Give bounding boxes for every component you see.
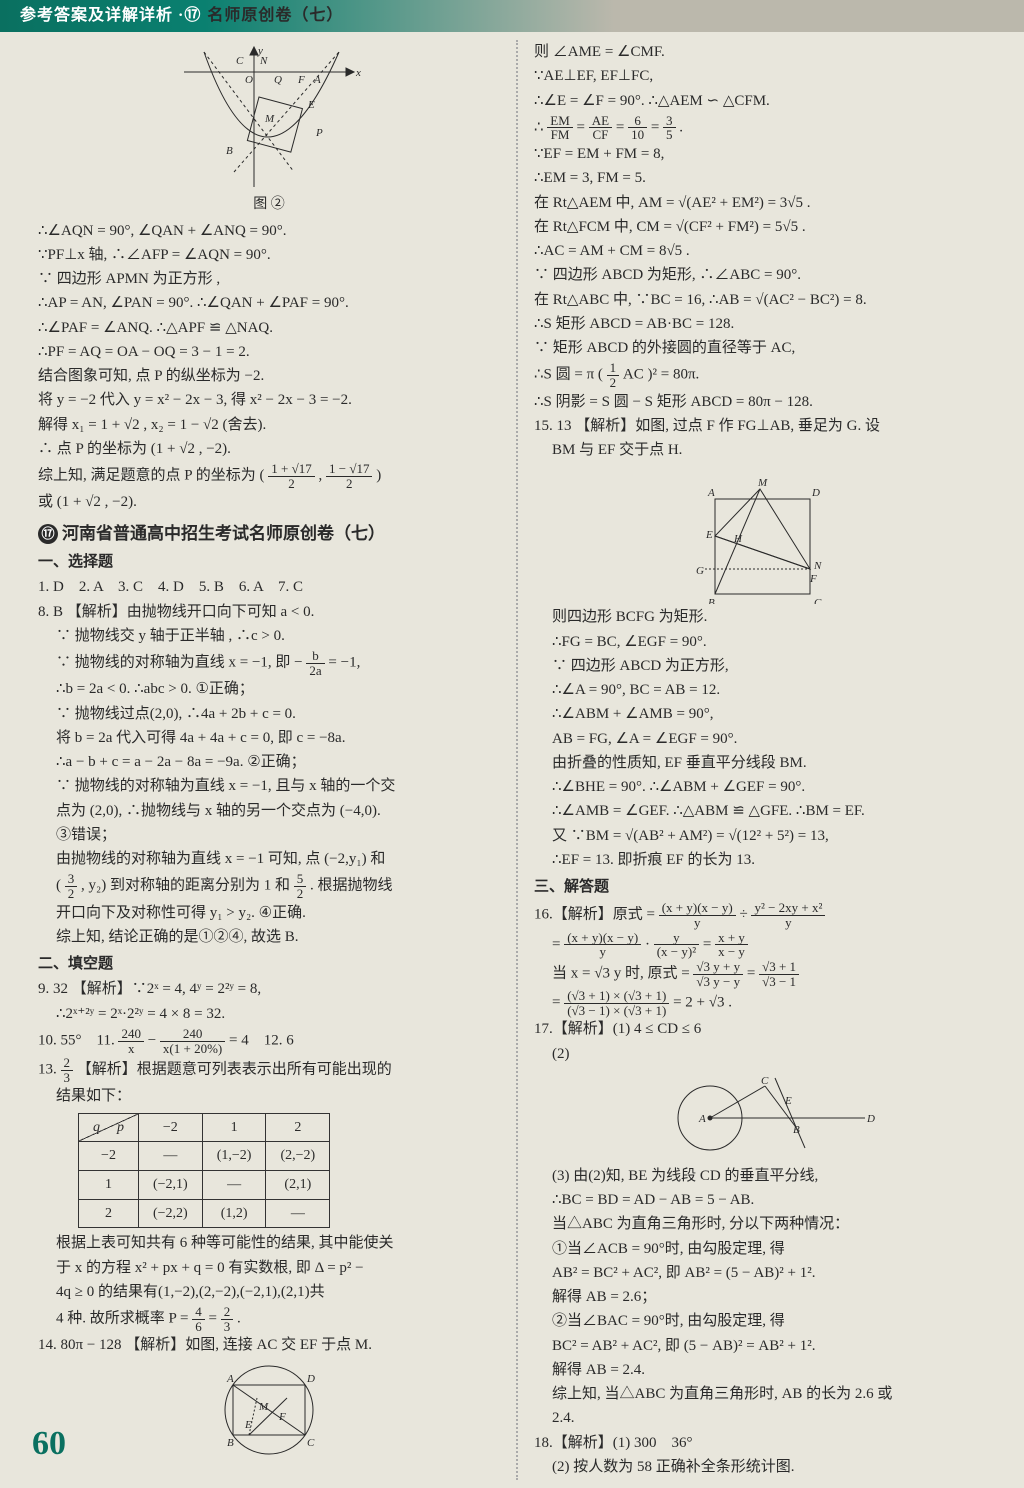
section-7-title: ⑰ 河南省普通高中招生考试名师原创卷（七）: [38, 521, 500, 547]
svg-text:B: B: [226, 145, 233, 157]
mc-answers: 1. D 2. A 3. C 4. D 5. B 6. A 7. C: [38, 576, 500, 599]
svg-text:O: O: [245, 74, 253, 86]
svg-text:M: M: [258, 1401, 269, 1413]
part3-title: 三、解答题: [534, 876, 996, 899]
svg-text:E: E: [244, 1419, 252, 1431]
svg-text:C: C: [307, 1437, 315, 1449]
header-main: 参考答案及详解详析 ·: [20, 4, 184, 29]
svg-text:B: B: [227, 1437, 234, 1449]
svg-text:A: A: [707, 487, 715, 499]
svg-text:A: A: [226, 1373, 234, 1385]
svg-text:C: C: [814, 597, 822, 604]
part2-title: 二、填空题: [38, 953, 500, 976]
svg-text:x: x: [355, 67, 361, 79]
probability-table: qp −212 −2—(1,−2)(2,−2) 1(−2,1)—(2,1) 2(…: [78, 1113, 330, 1229]
svg-text:P: P: [315, 127, 323, 139]
svg-text:D: D: [811, 487, 820, 499]
figure-2-caption: 图 ②: [38, 194, 500, 216]
svg-text:N: N: [813, 560, 822, 572]
svg-text:M: M: [757, 477, 768, 489]
figure-2-parabola: CNxy OQFA EMPB: [174, 42, 364, 192]
prev-solution-block: ∴∠AQN = 90°, ∠QAN + ∠ANQ = 90°. ∵PF⊥x 轴,…: [38, 220, 500, 515]
page-number: 60: [32, 1418, 66, 1471]
svg-text:E: E: [705, 529, 713, 541]
figure-q14-circle: A D B C MF E: [199, 1360, 339, 1460]
svg-text:B: B: [793, 1124, 800, 1136]
svg-text:E: E: [307, 99, 315, 111]
svg-text:F: F: [809, 573, 817, 585]
svg-text:G: G: [696, 565, 704, 577]
svg-text:M: M: [264, 113, 275, 125]
header-sub: 名师原创卷（七）: [207, 4, 343, 29]
svg-text:y: y: [257, 45, 263, 57]
svg-text:D: D: [306, 1373, 315, 1385]
part1-title: 一、选择题: [38, 551, 500, 574]
svg-text:A: A: [313, 74, 321, 86]
figure-q15-square: A M D E H N G B C F: [680, 464, 850, 604]
svg-text:B: B: [708, 597, 715, 604]
svg-text:D: D: [866, 1113, 875, 1125]
svg-text:C: C: [761, 1075, 769, 1087]
svg-text:E: E: [784, 1095, 792, 1107]
svg-text:H: H: [733, 533, 743, 545]
figure-q17-circle-line: A C E B D: [655, 1068, 875, 1163]
svg-text:F: F: [278, 1411, 286, 1423]
left-column: CNxy OQFA EMPB 图 ② ∴∠AQN = 90°, ∠QAN + ∠…: [38, 40, 500, 1480]
svg-text:Q: Q: [274, 74, 282, 86]
svg-text:A: A: [698, 1113, 706, 1125]
page-header: 参考答案及详解详析 · ⑰ 名师原创卷（七）: [0, 0, 1024, 32]
right-column: 则 ∠AME = ∠CMF. ∵AE⊥EF, EF⊥FC, ∴∠E = ∠F =…: [534, 40, 996, 1480]
svg-text:F: F: [297, 74, 305, 86]
header-badge: ⑰: [184, 4, 201, 29]
column-divider: [516, 40, 518, 1480]
svg-text:C: C: [236, 55, 244, 67]
